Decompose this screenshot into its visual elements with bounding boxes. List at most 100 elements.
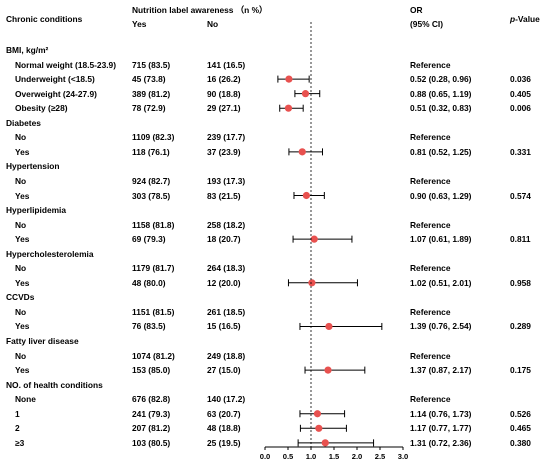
group-label: Fatty liver disease (6, 336, 79, 346)
row-label: No (15, 350, 27, 361)
yes-value: 241 (79.3) (132, 408, 171, 419)
or-point (321, 439, 329, 447)
group-label: Hypercholesterolemia (6, 248, 94, 259)
or-ci-value: Reference (410, 132, 451, 143)
header-conditions: Chronic conditions (6, 14, 83, 24)
no-value: 48 (18.8) (207, 423, 241, 434)
row-label: Overweight (24-27.9) (15, 88, 97, 99)
yes-value: 1158 (81.8) (132, 219, 175, 230)
or-ci-value: Reference (410, 350, 451, 361)
row-label: 1 (15, 408, 20, 419)
no-value: 18 (20.7) (207, 234, 241, 245)
or-ci-value: Reference (410, 306, 451, 317)
no-value: 261 (18.5) (207, 306, 246, 317)
yes-value: 153 (85.0) (132, 365, 171, 376)
x-tick-label: 2.0 (352, 452, 363, 461)
group-label: Hyperlipidemia (6, 205, 67, 216)
yes-value: 715 (83.5) (132, 59, 171, 70)
group-label: CCVDs (6, 292, 35, 303)
group-label: NO. of health conditions (6, 379, 103, 390)
yes-value: 76 (83.5) (132, 321, 166, 332)
x-tick-label: 3.0 (398, 452, 409, 461)
row-label: Yes (15, 277, 30, 288)
or-ci-value: 0.88 (0.65, 1.19) (410, 88, 472, 99)
p-value: 0.175 (510, 365, 531, 376)
no-value: 249 (18.8) (207, 350, 246, 361)
p-value: 0.036 (510, 74, 531, 85)
x-tick-label: 1.5 (329, 452, 340, 461)
p-value: 0.526 (510, 408, 531, 419)
header-p-italic: p (510, 14, 516, 24)
row-label: None (15, 394, 36, 405)
row-label: No (15, 132, 27, 143)
x-tick-label: 1.0 (306, 452, 317, 461)
or-ci-value: Reference (410, 219, 451, 230)
yes-value: 45 (73.8) (132, 74, 166, 85)
header-ci: (95% CI) (410, 19, 444, 29)
yes-value: 118 (76.1) (132, 146, 170, 157)
no-value: 12 (20.0) (207, 277, 241, 288)
p-value: 0.006 (510, 103, 531, 114)
row-label: Normal weight (18.5-23.9) (15, 59, 116, 70)
p-value: 0.405 (510, 88, 531, 99)
no-value: 141 (16.5) (207, 59, 246, 70)
row-label: Yes (15, 321, 30, 332)
yes-value: 1151 (81.5) (132, 306, 175, 317)
row-label: No (15, 306, 27, 317)
no-value: 140 (17.2) (207, 394, 246, 405)
x-tick-label: 0.5 (283, 452, 294, 461)
or-ci-value: 1.07 (0.61, 1.89) (410, 234, 472, 245)
header-p-value: p-Value (510, 14, 540, 24)
row-label: No (15, 219, 27, 230)
row-label: Yes (15, 190, 30, 201)
no-value: 25 (19.5) (207, 437, 241, 448)
p-value: 0.811 (510, 234, 531, 245)
header-awareness: Nutrition label awareness （n %） (132, 5, 268, 15)
row-label: Underweight (<18.5) (15, 74, 95, 85)
or-point (310, 235, 318, 243)
row-label: No (15, 175, 27, 186)
row-label: Yes (15, 365, 30, 376)
p-value: 0.574 (510, 190, 531, 201)
or-ci-value: Reference (410, 59, 451, 70)
or-point (324, 366, 332, 374)
or-ci-value: 1.37 (0.87, 2.17) (410, 365, 472, 376)
no-value: 27 (15.0) (207, 365, 241, 376)
p-value: 0.380 (510, 437, 531, 448)
yes-value: 1074 (81.2) (132, 350, 175, 361)
row-label: ≥3 (15, 437, 25, 448)
no-value: 258 (18.2) (207, 219, 246, 230)
or-point (325, 322, 333, 331)
row-label: Yes (15, 146, 30, 157)
or-ci-value: 0.51 (0.32, 0.83) (410, 103, 472, 114)
or-point (284, 104, 293, 112)
no-value: 16 (26.2) (207, 74, 241, 85)
or-point (298, 148, 306, 156)
p-value: 0.465 (510, 423, 531, 434)
or-ci-value: 1.17 (0.77, 1.77) (410, 423, 472, 434)
no-value: 264 (18.3) (207, 263, 246, 274)
row-label: Yes (15, 234, 30, 245)
header-no: No (207, 19, 219, 29)
no-value: 83 (21.5) (207, 190, 241, 201)
x-tick-label: 0.0 (260, 452, 271, 461)
p-value: 0.331 (510, 146, 531, 157)
or-ci-value: Reference (410, 175, 451, 186)
group-label: Diabetes (6, 117, 41, 128)
yes-value: 389 (81.2) (132, 88, 171, 99)
x-tick-label: 2.5 (375, 452, 386, 461)
row-label: Obesity (≥28) (15, 103, 68, 114)
or-point (301, 90, 310, 98)
group-label: BMI, kg/m² (6, 45, 49, 55)
or-ci-value: 0.52 (0.28, 0.96) (410, 74, 472, 85)
or-point (313, 410, 322, 418)
yes-value: 48 (80.0) (132, 277, 166, 288)
header-or: OR (410, 5, 423, 15)
no-value: 90 (18.8) (207, 88, 241, 99)
no-value: 193 (17.3) (207, 175, 246, 186)
yes-value: 924 (82.7) (132, 175, 171, 186)
or-point (315, 424, 323, 432)
or-ci-value: 0.81 (0.52, 1.25) (410, 146, 472, 157)
no-value: 63 (20.7) (207, 408, 241, 419)
or-ci-value: 1.02 (0.51, 2.01) (410, 277, 472, 288)
